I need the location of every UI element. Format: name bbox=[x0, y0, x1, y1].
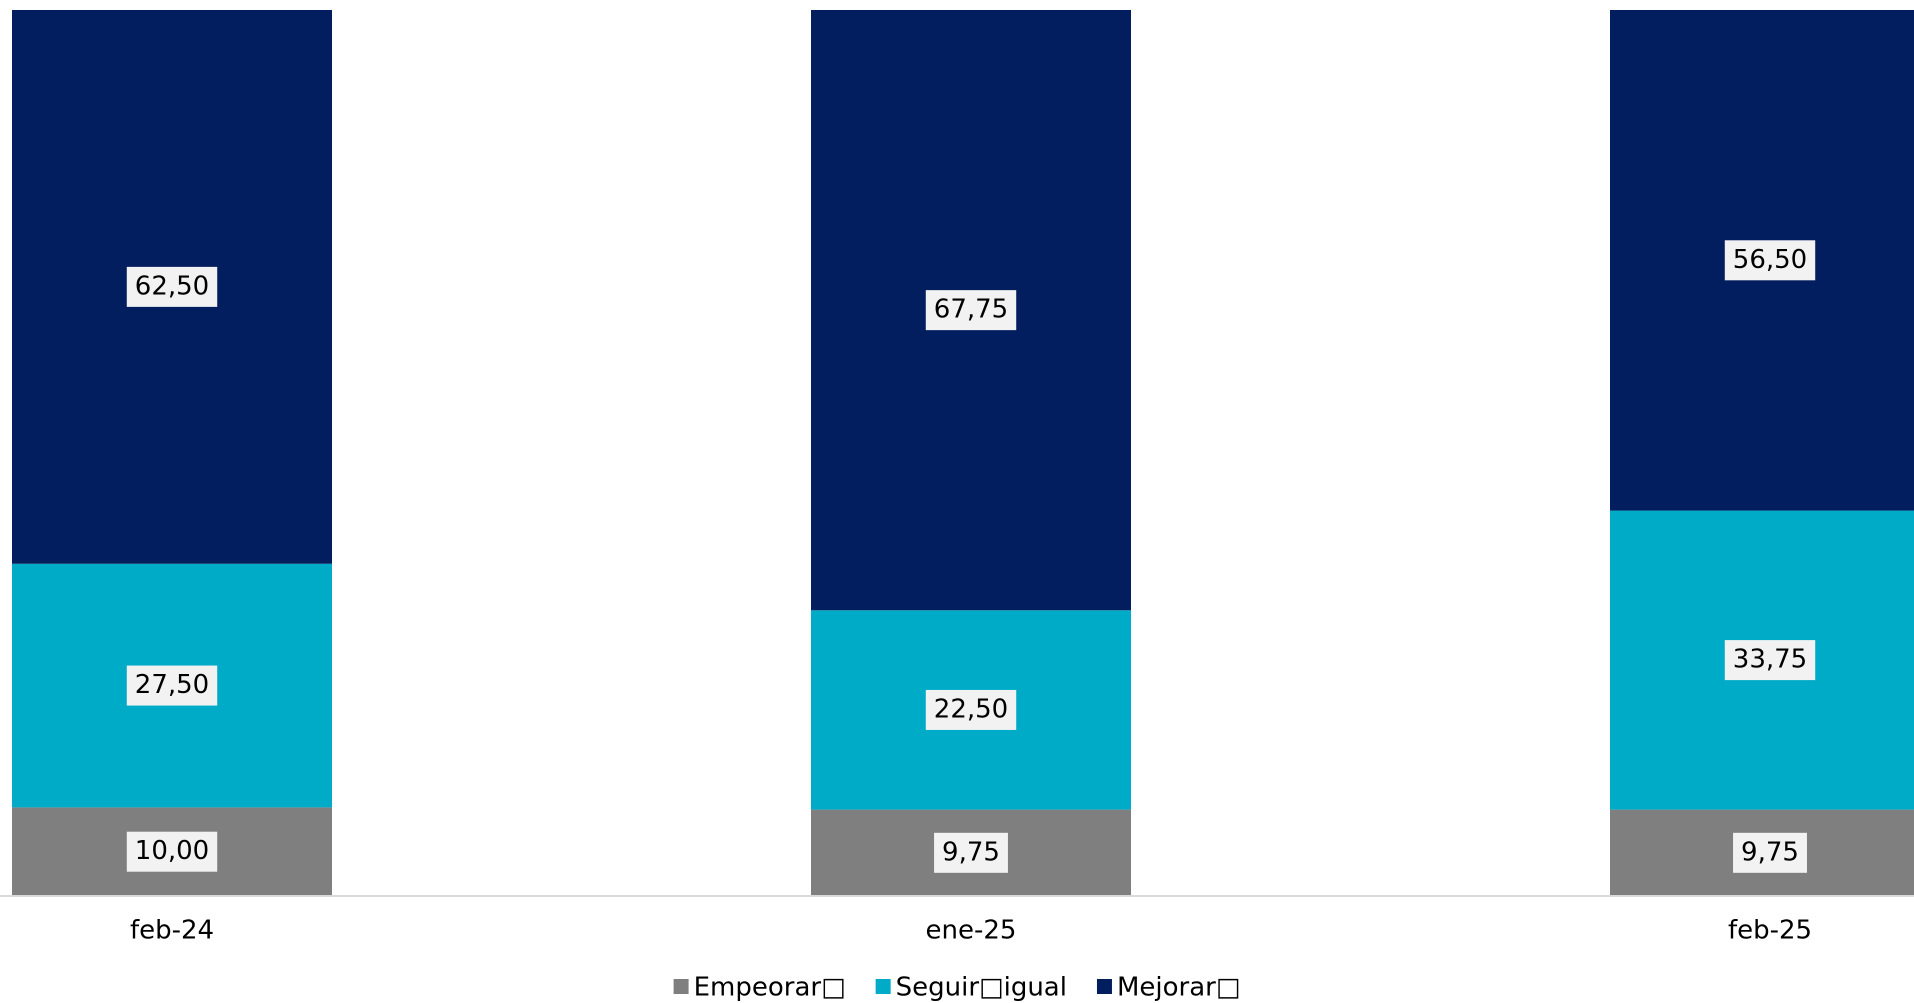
x-tick-label: ene-25 bbox=[926, 916, 1017, 946]
value-label-box bbox=[925, 290, 1017, 331]
value-label: 56,50 bbox=[1733, 245, 1807, 275]
x-tick-label: feb-25 bbox=[1728, 916, 1812, 946]
value-label: 67,75 bbox=[934, 295, 1008, 325]
x-tick-label: feb-24 bbox=[130, 916, 214, 946]
value-label: 62,50 bbox=[135, 271, 209, 301]
value-label-box bbox=[925, 689, 1017, 730]
value-label-box bbox=[1733, 832, 1807, 873]
value-label: 22,50 bbox=[934, 694, 1008, 724]
legend-label: Seguir□igual bbox=[896, 973, 1067, 1003]
value-label: 9,75 bbox=[942, 837, 1000, 867]
legend-label: Empeorar□ bbox=[694, 973, 846, 1003]
value-label: 9,75 bbox=[1741, 837, 1799, 867]
legend-swatch bbox=[673, 979, 689, 994]
value-label-box bbox=[934, 832, 1008, 873]
value-label: 33,75 bbox=[1733, 645, 1807, 675]
legend-swatch bbox=[1096, 979, 1112, 994]
legend-label: Mejorar□ bbox=[1117, 973, 1240, 1003]
value-label-box bbox=[126, 665, 218, 706]
legend-swatch bbox=[875, 979, 891, 994]
value-label-box bbox=[1724, 240, 1816, 281]
value-label-box bbox=[126, 266, 218, 307]
value-label: 27,50 bbox=[135, 670, 209, 700]
value-label-box bbox=[1724, 640, 1816, 681]
value-label-box bbox=[126, 831, 218, 872]
value-label: 10,00 bbox=[135, 836, 209, 866]
